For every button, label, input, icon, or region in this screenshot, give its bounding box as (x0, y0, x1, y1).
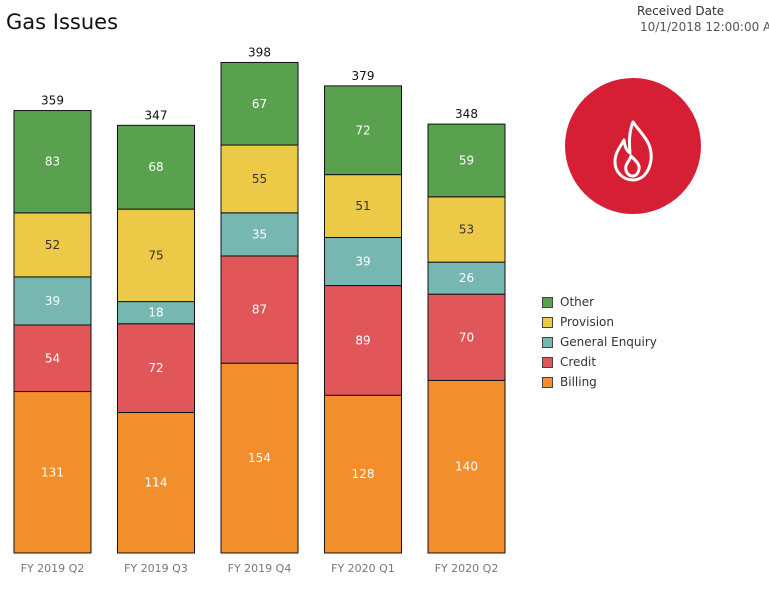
gas-badge (565, 78, 701, 214)
x-tick-label: FY 2019 Q4 (228, 562, 292, 575)
bars-group: 131 54 39 52 83 359 FY 2019 Q2 114 72 18 75 68 347 FY… (13, 45, 506, 575)
total-label: 347 (145, 108, 168, 122)
legend-swatch (542, 376, 553, 388)
filter-value: 10/1/2018 12:00:00 AM (640, 20, 769, 34)
data-label: 114 (145, 476, 168, 490)
data-label: 54 (45, 351, 60, 365)
data-label: 39 (45, 294, 60, 308)
legend-swatch (542, 356, 553, 368)
bar-segment-other (13, 110, 92, 214)
data-label: 18 (148, 306, 163, 320)
data-label: 89 (355, 333, 370, 347)
bar-segment-general-enquiry (427, 261, 506, 295)
bar-segment-billing (324, 394, 402, 554)
total-label: 348 (455, 107, 478, 121)
bar-segment-general-enquiry (324, 236, 402, 287)
total-label: 359 (41, 94, 64, 108)
received-date-filter[interactable]: Received Date 10/1/2018 12:00:00 AM (637, 4, 769, 34)
legend-swatch (542, 316, 553, 328)
total-label: 398 (248, 45, 271, 59)
bar-segment-billing (427, 379, 506, 554)
bar-segment-credit (220, 255, 299, 364)
x-tick-label: FY 2019 Q3 (124, 562, 188, 575)
x-tick-label: FY 2020 Q2 (435, 562, 499, 575)
chart-legend: Other Provision General Enquiry Credit B… (542, 292, 657, 392)
legend-item-billing[interactable]: Billing (542, 372, 657, 392)
legend-label: Provision (560, 315, 615, 329)
legend-label: Credit (560, 355, 597, 369)
data-label: 87 (252, 303, 267, 317)
bar-segment-provision (117, 208, 195, 303)
x-tick-label: FY 2019 Q2 (21, 562, 85, 575)
data-label: 131 (41, 465, 64, 479)
data-label: 154 (248, 451, 271, 465)
bar-segment-credit (117, 323, 195, 413)
data-label: 140 (455, 460, 478, 474)
bar-segment-billing (220, 362, 299, 554)
x-tick-label: FY 2020 Q1 (331, 562, 395, 575)
data-label: 83 (45, 155, 60, 169)
legend-label: General Enquiry (560, 335, 657, 349)
data-label: 39 (355, 255, 370, 269)
data-label: 53 (459, 222, 474, 236)
data-label: 128 (352, 467, 375, 481)
data-label: 72 (355, 123, 370, 137)
flame-icon (565, 78, 701, 214)
legend-item-other[interactable]: Other (542, 292, 657, 312)
page-title: Gas Issues (6, 10, 119, 34)
data-label: 55 (252, 172, 267, 186)
data-label: 68 (148, 160, 163, 174)
legend-swatch (542, 296, 553, 308)
data-label: 52 (45, 238, 60, 252)
data-label: 67 (252, 97, 267, 111)
bar-segment-provision (220, 144, 299, 214)
data-label: 26 (459, 271, 474, 285)
bar-segment-credit (427, 293, 506, 381)
bar-segment-other (220, 61, 299, 146)
bar-segment-billing (117, 411, 195, 554)
data-label: 72 (148, 361, 163, 375)
bar-segment-billing (13, 391, 92, 554)
bar-segment-credit (324, 285, 402, 396)
total-label: 379 (352, 69, 375, 83)
legend-swatch (542, 336, 553, 348)
legend-item-general-enquiry[interactable]: General Enquiry (542, 332, 657, 352)
data-label: 51 (355, 199, 370, 213)
data-label: 59 (459, 153, 474, 167)
bar-segment-provision (13, 212, 92, 278)
bar-segment-general-enquiry (13, 276, 92, 326)
legend-label: Billing (560, 375, 597, 389)
legend-item-provision[interactable]: Provision (542, 312, 657, 332)
bar-segment-other (117, 124, 195, 210)
bar-segment-other (324, 85, 402, 176)
data-label: 35 (252, 227, 267, 241)
data-label: 75 (148, 248, 163, 262)
bar-segment-provision (427, 196, 506, 263)
stacked-bar-chart: 131 54 39 52 83 359 FY 2019 Q2 114 72 18 75 68 347 FY… (13, 45, 506, 575)
filter-label: Received Date (637, 4, 725, 18)
legend-label: Other (560, 295, 595, 309)
bar-segment-other (427, 123, 506, 198)
data-label: 70 (459, 330, 474, 344)
legend-item-credit[interactable]: Credit (542, 352, 657, 372)
